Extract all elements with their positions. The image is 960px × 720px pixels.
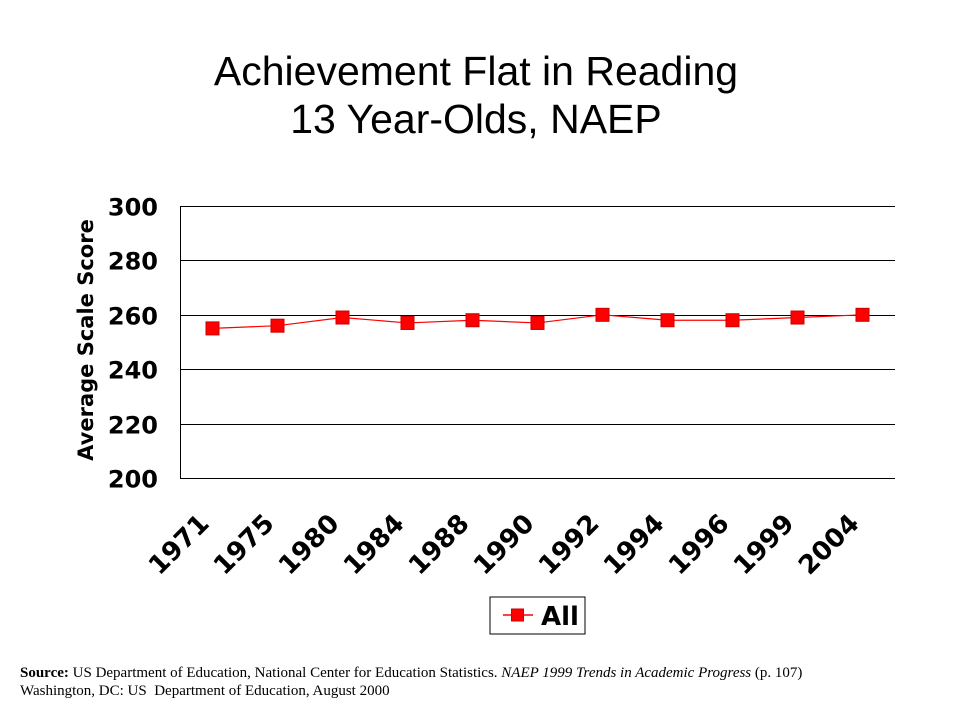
data-point-1996 xyxy=(725,313,740,328)
x-tick-label-1994: 1994 xyxy=(598,509,670,581)
chart-subtitle: 13 Year-Olds, NAEP xyxy=(290,96,661,142)
data-point-1971 xyxy=(205,321,220,336)
legend: All xyxy=(489,596,586,635)
y-tick-labels: 200 220 240 260 280 300 xyxy=(108,194,158,494)
data-point-1980 xyxy=(335,310,350,325)
x-tick-label-1971: 1971 xyxy=(143,509,215,581)
y-tick-label-240: 240 xyxy=(108,357,158,385)
y-tick-label-280: 280 xyxy=(108,248,158,276)
gridlines xyxy=(180,206,895,479)
source-page: (p. 107) xyxy=(755,665,803,681)
data-point-2004 xyxy=(855,307,870,322)
x-tick-label-2004: 2004 xyxy=(793,509,865,581)
chart-title: Achievement Flat in Reading xyxy=(214,48,738,94)
x-tick-label-1996: 1996 xyxy=(663,509,735,581)
x-tick-labels: 1971197519801984198819901992199419961999… xyxy=(143,509,865,581)
source-label: Source: xyxy=(20,665,69,681)
x-tick-label-1992: 1992 xyxy=(533,509,605,581)
x-tick-label-1984: 1984 xyxy=(338,509,410,581)
source-publisher: US Department of Education, National Cen… xyxy=(73,665,498,681)
data-point-1988 xyxy=(465,313,480,328)
y-tick-label-200: 200 xyxy=(108,466,158,494)
y-tick-label-260: 260 xyxy=(108,303,158,331)
data-point-1984 xyxy=(400,315,415,330)
series-layer xyxy=(205,307,870,336)
x-tick-label-1999: 1999 xyxy=(728,509,800,581)
x-tick-label-1980: 1980 xyxy=(273,509,345,581)
y-axis-label: Average Scale Score xyxy=(74,219,98,461)
data-point-1992 xyxy=(595,307,610,322)
data-point-1999 xyxy=(790,310,805,325)
data-point-1975 xyxy=(270,318,285,333)
y-tick-label-300: 300 xyxy=(108,194,158,222)
source-line-2: Washington, DC: US Department of Educati… xyxy=(20,683,390,699)
x-tick-label-1990: 1990 xyxy=(468,509,540,581)
x-tick-label-1975: 1975 xyxy=(208,509,280,581)
y-tick-label-220: 220 xyxy=(108,412,158,440)
legend-label: All xyxy=(541,602,579,632)
source-line-1: Source: US Department of Education, Nati… xyxy=(20,665,802,681)
legend-marker-square xyxy=(511,608,524,622)
x-tick-label-1988: 1988 xyxy=(403,509,475,581)
data-point-1990 xyxy=(530,315,545,330)
data-point-1994 xyxy=(660,313,675,328)
source-publication: NAEP 1999 Trends in Academic Progress xyxy=(500,665,751,681)
